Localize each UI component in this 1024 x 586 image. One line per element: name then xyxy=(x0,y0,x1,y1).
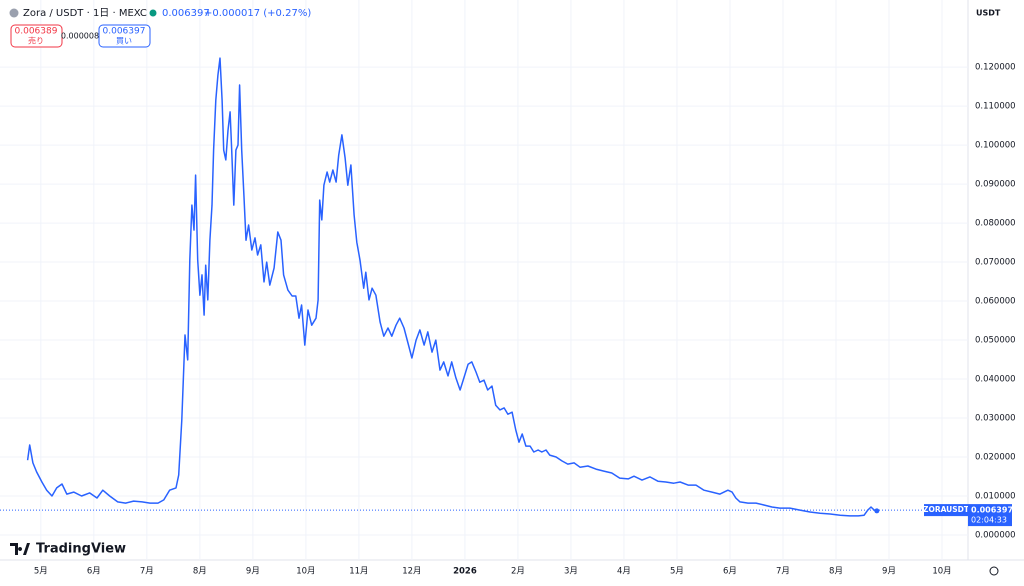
price-line xyxy=(26,57,878,517)
x-tick-label: 6月 xyxy=(723,567,737,577)
x-tick-label: 9月 xyxy=(882,567,896,577)
x-tick-label: 7月 xyxy=(140,567,154,577)
y-tick-label: 0.090000 xyxy=(975,180,1016,190)
y-tick-label: 0.020000 xyxy=(975,453,1016,463)
y-tick-label: 0.050000 xyxy=(975,336,1016,346)
buy-button[interactable] xyxy=(98,24,151,48)
price: 0.006397 xyxy=(162,8,210,19)
x-tick-label: 8月 xyxy=(193,567,207,577)
sell-button[interactable] xyxy=(10,24,63,48)
x-tick-label: 3月 xyxy=(564,567,578,577)
countdown: 02:04:33 xyxy=(971,516,1007,525)
x-tick-label: 4月 xyxy=(617,567,631,577)
last-point xyxy=(874,508,880,514)
x-tick-label: 8月 xyxy=(829,567,843,577)
currency[interactable]: USDT xyxy=(976,9,1001,18)
x-tick-label: 7月 xyxy=(776,567,790,577)
x-tick-label: 6月 xyxy=(87,567,101,577)
price-tag-label: 0.006397 xyxy=(971,506,1013,515)
x-tick-label: 12月 xyxy=(402,567,421,577)
symbol-icon xyxy=(9,8,19,18)
symbol[interactable]: Zora / USDT · 1日 · MEXC xyxy=(23,8,147,19)
y-tick-label: 0.070000 xyxy=(975,258,1016,268)
y-tick-label: 0.120000 xyxy=(975,63,1016,73)
y-tick-label: 0.030000 xyxy=(975,414,1016,424)
logo: TradingView xyxy=(36,542,126,557)
x-tick-label: 11月 xyxy=(349,567,368,577)
sell-label: 売り xyxy=(28,36,44,46)
plot xyxy=(0,0,968,560)
x-tick-label: 2月 xyxy=(511,567,525,577)
symbol-tag xyxy=(924,504,968,517)
x-tick-label: 2026 xyxy=(453,567,477,577)
x-tick-label: 9月 xyxy=(246,567,260,577)
y-tick-label: 0.110000 xyxy=(975,102,1016,112)
y-tick-label: 0.060000 xyxy=(975,297,1016,307)
logo-icon xyxy=(10,543,30,555)
y-tick-label: 0.040000 xyxy=(975,375,1016,385)
x-tick-label: 5月 xyxy=(34,567,48,577)
price-tag xyxy=(968,504,1012,527)
market-status xyxy=(149,9,157,17)
x-tick-label: 10月 xyxy=(296,567,315,577)
change: +0.000017 (+0.27%) xyxy=(204,8,311,19)
y-tick-label: 0.100000 xyxy=(975,141,1016,151)
x-tick-label: 10月 xyxy=(932,567,951,577)
y-tick-label: 0.080000 xyxy=(975,219,1016,229)
symbol-tag-label: ZORAUSDT xyxy=(923,505,970,514)
buy-price: 0.006397 xyxy=(103,27,146,37)
y-tick-label: 0.000000 xyxy=(975,531,1016,541)
x-tick-label: 5月 xyxy=(670,567,684,577)
y-tick-label: 0.010000 xyxy=(975,492,1016,502)
spread: 0.000008 xyxy=(61,32,99,41)
sell-price: 0.006389 xyxy=(15,27,58,37)
buy-label: 買い xyxy=(116,37,132,46)
settings-icon[interactable] xyxy=(989,566,999,576)
